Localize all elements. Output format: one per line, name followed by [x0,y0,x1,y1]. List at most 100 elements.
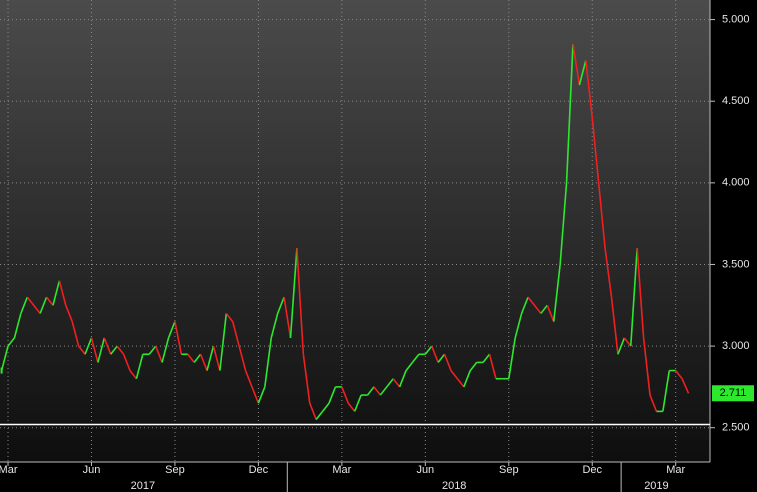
price-segment [84,337,93,355]
price-segment [116,345,125,355]
x-tick-label: Mar [332,464,351,476]
price-segment [225,312,234,323]
price-segment [238,345,247,371]
price-segment [488,354,497,379]
price-segment [154,345,163,363]
price-segment [315,410,324,421]
price-segment [437,353,446,363]
price-segment [347,402,356,412]
x-tick-label: Sep [165,464,185,476]
price-segment [148,345,157,355]
price-segment [604,248,613,298]
price-segment [296,248,305,355]
x-tick-label: Jun [416,464,434,476]
x-tick-label: Jun [83,464,101,476]
price-segment [681,378,690,394]
price-segment [379,386,388,396]
price-segment [675,370,683,380]
price-segment [78,345,86,355]
y-tick-label: 3.000 [722,340,750,352]
price-segment [193,353,202,363]
price-segment [597,182,606,249]
price-segment [398,370,407,388]
price-segment [283,296,292,339]
price-segment [585,60,594,118]
price-segment [507,337,516,379]
price-segment [309,402,317,420]
last-value-label: 2.711 [720,387,747,399]
price-segment [328,386,337,404]
year-label: 2019 [644,480,668,492]
price-segment [411,353,420,363]
price-segment [572,43,581,86]
price-segment [366,386,375,396]
price-segment [662,370,671,412]
price-segment [540,304,548,314]
year-label: 2018 [442,480,466,492]
price-segment [161,337,170,363]
price-segment [469,361,478,372]
price-segment [199,353,208,371]
price-segment [167,321,176,339]
price-segment [610,297,619,355]
price-segment [443,353,452,371]
price-segment [7,337,16,347]
price-segment [26,296,35,306]
price-segment [251,386,260,404]
price-segment [527,296,536,306]
price-segment [552,264,561,322]
price-segment [244,370,253,388]
price-segment [424,345,433,355]
price-segment [219,313,228,371]
price-segment [174,321,183,355]
price-segment [623,337,632,347]
price-segment [463,370,472,388]
price-segment [450,370,459,380]
price-segment [97,337,106,363]
price-segment [636,248,645,338]
price-segment [642,337,651,396]
price-segment [135,354,144,379]
price-segment [65,304,73,322]
price-segment [405,361,414,372]
price-segment [373,386,382,396]
price-segment [129,370,138,380]
price-segment [187,353,195,363]
y-tick-label: 3.500 [722,258,750,270]
price-segment [276,296,285,314]
price-segment [546,304,555,322]
price-segment [289,248,298,338]
price-segment [341,386,350,404]
x-tick-label: Dec [249,464,269,476]
price-segment [520,296,529,314]
y-tick-label: 2.500 [722,422,750,434]
x-tick-label: Dec [582,464,602,476]
price-bar [0,367,3,374]
price-segment [58,280,67,306]
y-tick-label: 4.000 [722,177,750,189]
price-segment [110,345,118,355]
price-segment [533,304,542,314]
price-segment [257,386,266,404]
x-tick-label: Sep [499,464,519,476]
price-segment [386,378,394,388]
price-segment [514,313,523,339]
price-segment [206,345,215,371]
price-segment [649,394,658,412]
price-segment [122,353,131,371]
price-segment [270,313,279,339]
price-segment [33,304,41,314]
year-label: 2017 [131,480,155,492]
price-segment [302,354,311,404]
price-segment [629,248,638,347]
price-segment [559,182,568,265]
price-segment [212,345,221,371]
price-segment [264,337,273,388]
price-segment [321,402,330,412]
x-tick-label: Mar [0,464,18,476]
price-segment [578,60,587,86]
y-tick-label: 4.500 [722,95,750,107]
x-tick-label: Mar [666,464,685,476]
price-segment [392,378,401,388]
